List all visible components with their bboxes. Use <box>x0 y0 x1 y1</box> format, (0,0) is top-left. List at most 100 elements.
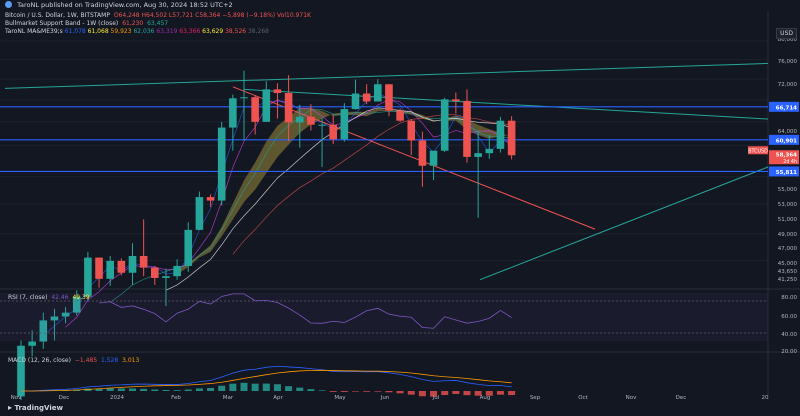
ma-line: TaroNL MA&ME39;s 61,078 61,068 59,923 62… <box>5 28 311 36</box>
candle-body <box>17 345 25 397</box>
candle-body <box>162 276 170 278</box>
macd-histogram-bar <box>441 391 449 396</box>
candle-body <box>151 267 159 278</box>
time-tick: Aug <box>480 395 491 401</box>
price-axis[interactable]: 80,00076,00072,00068,00064,00060,00055,0… <box>748 37 799 355</box>
candle-body <box>452 99 460 101</box>
chart-area[interactable]: 80,00076,00072,00068,00064,00060,00055,0… <box>0 11 800 405</box>
author-avatar[interactable] <box>5 1 12 8</box>
time-tick: 20 <box>762 395 769 401</box>
candle-body <box>28 341 36 346</box>
candle-body <box>485 148 494 154</box>
macd-histogram-bar <box>251 383 259 391</box>
candle-body <box>184 229 193 266</box>
candle-body <box>474 153 482 157</box>
macd-histogram-bar <box>385 391 393 393</box>
candle-body <box>229 98 237 128</box>
rsi-tick: 20.00 <box>781 349 797 355</box>
time-tick: Mar <box>223 395 234 401</box>
signal-line <box>20 369 512 392</box>
candle-body <box>463 100 471 157</box>
ma-value-6: 63,366 <box>177 28 201 35</box>
macd-histogram-bar <box>262 383 270 391</box>
last-price-label: 58,364 <box>776 152 797 158</box>
time-tick: Dec <box>676 395 687 401</box>
price-tick: 45,000 <box>778 261 798 267</box>
ma-line-9 <box>109 109 512 303</box>
candle-body <box>240 97 248 99</box>
brand-name: TradingView <box>14 404 63 412</box>
candle-body <box>396 110 404 121</box>
time-tick: Dec <box>59 395 70 401</box>
macd-histogram-bar <box>207 387 215 391</box>
price-tick: 64,000 <box>778 129 798 135</box>
ma-value-3: 59,923 <box>108 28 132 35</box>
price-tick: 43,650 <box>778 269 798 275</box>
macd-histogram-bar <box>363 391 371 392</box>
horizontal-levels <box>0 106 768 173</box>
candle-body <box>374 84 382 102</box>
level-low-label-bg <box>769 166 799 177</box>
candle-body <box>262 89 271 122</box>
band-fill <box>177 107 512 275</box>
rsi-value-1: 42.46 <box>51 294 69 301</box>
ticker-label: BTCUSD <box>748 148 768 154</box>
price-tick: 47,000 <box>778 246 798 252</box>
price-chart-svg[interactable]: 80,00076,00072,00068,00064,00060,00055,0… <box>0 11 800 405</box>
time-tick: Jun <box>380 395 390 401</box>
tradingview-icon: ▸ <box>8 403 13 412</box>
macd-value-3: 3,013 <box>122 357 140 364</box>
candle-body <box>61 312 70 317</box>
macd-histogram-bar <box>352 391 359 392</box>
band-line: Bullmarket Support Band - 1W (close) 61,… <box>5 20 311 28</box>
symbol-line: Bitcoin / U.S. Dollar, 1W, BITSTAMP O64,… <box>5 12 311 20</box>
macd-line <box>20 365 512 392</box>
macd-histogram-bar <box>140 388 148 391</box>
candle-body <box>128 255 137 273</box>
candle-body <box>329 124 337 140</box>
candle-body <box>106 260 114 279</box>
rsi-label: RSI (7, close) <box>8 294 48 301</box>
grid-lines <box>0 11 800 405</box>
macd-histogram-bar <box>463 391 471 396</box>
time-tick: 2024 <box>110 395 124 401</box>
macd-histogram-bar <box>452 391 460 394</box>
ohlc-values: O64,248 H64,502 L57,721 C58,364 −5,898 (… <box>113 12 311 19</box>
trend-lines <box>4 62 769 281</box>
macd-histogram-bar <box>296 387 304 391</box>
band-label: Bullmarket Support Band - 1W (close) <box>5 20 119 27</box>
candle-body <box>318 124 326 126</box>
time-tick: May <box>334 395 346 401</box>
macd-histogram-bar <box>240 382 248 391</box>
time-axis[interactable]: Nov Dec 2024 Feb Mar Apr May Jun Jul Aug Sep Oct Nov… <box>11 395 769 401</box>
macd-histogram-bar <box>430 391 438 397</box>
macd-histogram-bar <box>307 389 315 391</box>
macd-histogram-bar <box>195 388 203 391</box>
candle-body <box>496 120 505 149</box>
currency-selector[interactable]: USD <box>776 28 797 39</box>
candle-body <box>117 260 126 273</box>
macd-histogram-bar <box>151 389 159 391</box>
candle-body <box>84 257 92 297</box>
level-high-label-bg <box>769 101 799 112</box>
time-tick: Jul <box>432 395 440 401</box>
macd-pane <box>17 365 516 397</box>
macd-histogram-bar <box>184 389 192 391</box>
macd-label: MACD (12, 26, close) <box>8 357 71 364</box>
macd-value-1: −1,485 <box>74 357 98 364</box>
time-tick: Sep <box>530 395 541 401</box>
ma-line-14 <box>165 107 512 291</box>
candlesticks <box>17 70 516 403</box>
macd-histogram-bar <box>496 391 504 395</box>
ticker-bg <box>748 146 768 155</box>
macd-value-2: 1,528 <box>101 357 119 364</box>
macd-histogram-bar <box>218 385 226 391</box>
candle-body <box>95 257 103 279</box>
macd-legend: MACD (12, 26, close) −1,485 1,528 3,013 <box>8 357 139 365</box>
candle-body <box>429 150 438 166</box>
tradingview-logo[interactable]: ▸ TradingView <box>8 400 63 416</box>
price-tick: 51,000 <box>778 217 798 223</box>
rising-support-line <box>479 166 769 281</box>
footer-bar: ▸ TradingView <box>0 400 800 416</box>
rsi-value-2: 49.39 <box>72 294 90 301</box>
